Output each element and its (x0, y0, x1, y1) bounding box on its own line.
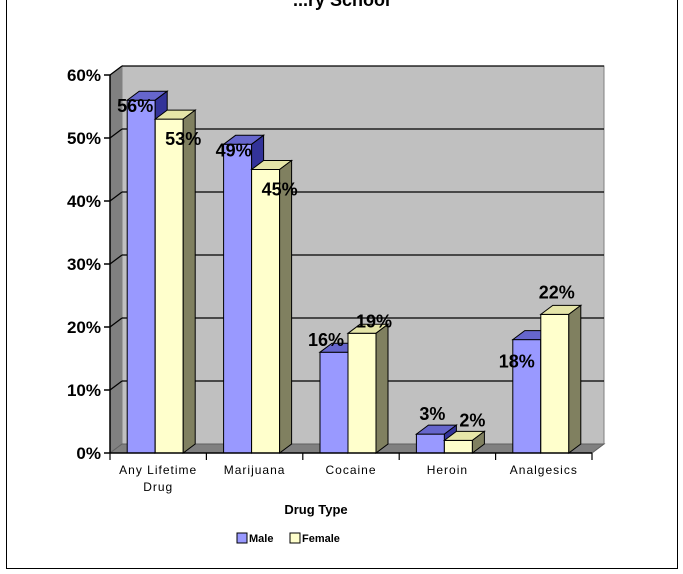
legend: Male Female (236, 532, 340, 545)
y-tick-label: 0% (76, 444, 101, 463)
y-axis: 0% 10% 20% 30% 40% 50% 60% (67, 66, 111, 463)
bar-front (319, 351, 349, 454)
x-tick-label: Any Lifetime (119, 463, 197, 477)
bar-front (154, 118, 184, 454)
data-label-male: 16% (308, 330, 344, 350)
data-label-male: 3% (419, 404, 445, 424)
bar-female-4 (539, 304, 583, 454)
x-tick-label: Cocaine (325, 463, 376, 477)
bars (125, 90, 583, 454)
gridline-depth (109, 317, 123, 328)
x-axis-title: Drug Type (284, 502, 347, 517)
x-tick-label: Drug (143, 480, 173, 494)
x-axis: Any Lifetime Drug Marijuana Cocaine Heroin An… (109, 452, 593, 494)
data-label-female: 2% (459, 410, 485, 430)
data-label-female: 53% (165, 129, 201, 149)
bar-front (540, 313, 570, 454)
bar-female-1 (250, 159, 294, 454)
bar-front (223, 143, 253, 454)
bar-side (471, 430, 485, 454)
bar-front (415, 433, 445, 454)
y-tick-label: 20% (67, 318, 101, 337)
bar-side (568, 304, 582, 454)
bar-front (347, 332, 377, 454)
x-tick-label: Marijuana (224, 463, 286, 477)
x-tick-label: Heroin (427, 463, 468, 477)
chart-title: ...ry School (292, 0, 391, 10)
gridline-depth (109, 65, 123, 76)
gridline-depth (109, 254, 123, 265)
bar-female-2 (346, 323, 390, 454)
bar-front (251, 169, 281, 454)
data-labels: 56% 53% 49% 45% 16% 19% 3% 2% 18% 22% (117, 96, 575, 430)
y-tick-label: 10% (67, 381, 101, 400)
bar-side (375, 323, 389, 454)
bar-front (443, 439, 473, 454)
data-label-male: 18% (499, 352, 535, 372)
data-label-female: 45% (262, 180, 298, 200)
bar-side (182, 109, 196, 454)
y-tick-label: 30% (67, 255, 101, 274)
data-label-male: 56% (117, 96, 153, 116)
legend-swatch-female (289, 532, 301, 544)
y-tick-label: 60% (67, 66, 101, 85)
gridline-depth (109, 191, 123, 202)
gridline-depth (109, 380, 123, 391)
bar-front (126, 99, 156, 454)
data-label-female: 19% (356, 311, 392, 331)
bar-female-0 (153, 109, 197, 454)
data-label-male: 49% (216, 140, 252, 160)
legend-swatch-male (236, 532, 248, 544)
data-label-female: 22% (539, 282, 575, 302)
y-tick-label: 50% (67, 129, 101, 148)
legend-label-male: Male (249, 533, 273, 545)
bar-front (512, 339, 542, 454)
legend-label-female: Female (302, 533, 340, 545)
x-tick-label: Analgesics (510, 463, 578, 477)
bar-side (279, 159, 293, 454)
gridline-depth (109, 128, 123, 139)
bar-female-3 (442, 430, 486, 454)
y-tick-label: 40% (67, 192, 101, 211)
